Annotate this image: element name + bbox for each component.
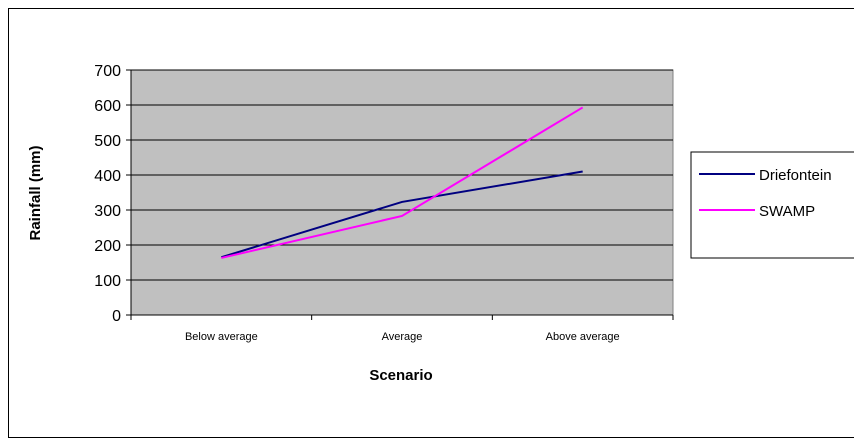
y-tick-label: 200 bbox=[94, 238, 121, 255]
x-tick-label: Average bbox=[382, 331, 423, 343]
plot-area bbox=[131, 70, 673, 315]
x-tick-label: Above average bbox=[546, 331, 620, 343]
y-tick-label: 300 bbox=[94, 203, 121, 220]
legend-label-swamp: SWAMP bbox=[759, 203, 815, 220]
y-axis-label: Rainfall (mm) bbox=[27, 145, 44, 240]
y-tick-label: 700 bbox=[94, 63, 121, 80]
y-tick-label: 100 bbox=[94, 273, 121, 290]
legend-label-driefontein: Driefontein bbox=[759, 167, 832, 184]
x-axis-ticks: Below average Average Above average bbox=[131, 315, 673, 343]
y-axis-ticks: 0 100 200 300 400 500 600 700 bbox=[94, 63, 131, 325]
x-tick-label: Below average bbox=[185, 331, 258, 343]
y-tick-label: 0 bbox=[112, 308, 121, 325]
y-tick-label: 500 bbox=[94, 133, 121, 150]
y-tick-label: 600 bbox=[94, 98, 121, 115]
legend: Driefontein SWAMP bbox=[691, 152, 854, 258]
y-tick-label: 400 bbox=[94, 168, 121, 185]
x-axis-label: Scenario bbox=[369, 367, 432, 384]
